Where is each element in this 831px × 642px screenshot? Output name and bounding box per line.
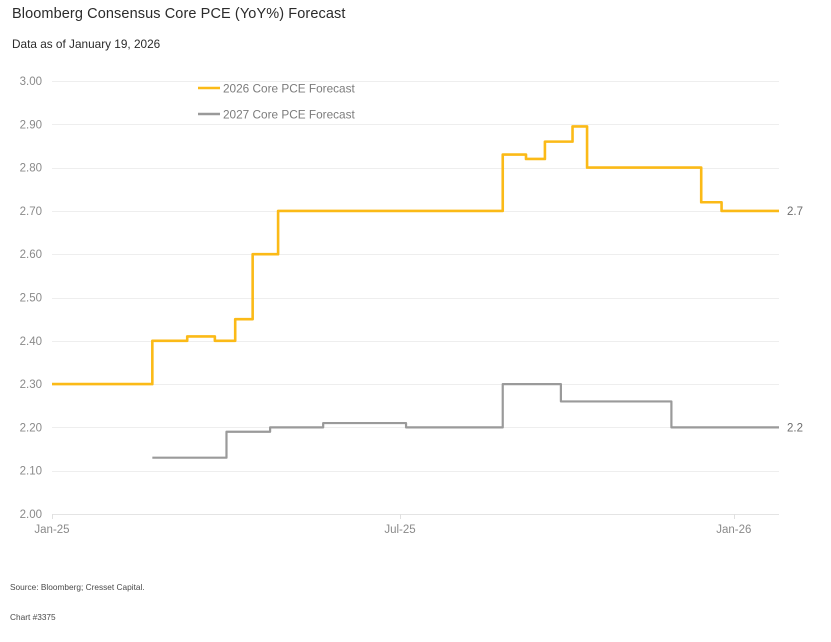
y-axis-tick-labels: 3.00 2.90 2.80 2.70 2.60 2.50 2.40 2.30 2.20 2.10… <box>20 76 42 521</box>
series-line-2 <box>152 383 779 459</box>
legend-label[interactable]: 2026 Core PCE Forecast <box>223 82 356 96</box>
y-axis-tick-label: 2.70 <box>20 206 42 218</box>
x-axis-tick-label: Jul-25 <box>384 524 415 536</box>
y-axis-tick-label: 2.00 <box>20 509 42 521</box>
x-axis-tick-labels: Jan-25 Jul-25 Jan-26 <box>34 524 751 536</box>
y-axis-tick-label: 2.90 <box>20 119 42 131</box>
chart-legend: 2026 Core PCE Forecast 2027 Core PCE Fore… <box>198 82 356 122</box>
y-axis-tick-label: 2.80 <box>20 163 42 175</box>
chart-footer: Source: Bloomberg; Cresset Capital. Char… <box>10 562 145 642</box>
chart-number: Chart #3375 <box>10 612 56 622</box>
gridlines-group <box>52 81 779 515</box>
series-line-1 <box>52 125 779 386</box>
x-axis-tick-label: Jan-26 <box>716 524 751 536</box>
y-axis-tick-label: 2.60 <box>20 249 42 261</box>
series-end-labels: 2.7 2.2 <box>787 206 803 435</box>
y-axis-tick-label: 2.10 <box>20 466 42 478</box>
series-end-label: 2.2 <box>787 422 803 434</box>
legend-label[interactable]: 2027 Core PCE Forecast <box>223 108 356 122</box>
chart-container: Bloomberg Consensus Core PCE (YoY%) Fore… <box>10 6 803 622</box>
page-title: Bloomberg Consensus Core PCE (YoY%) Fore… <box>12 6 346 22</box>
y-axis-tick-label: 2.50 <box>20 293 42 305</box>
x-axis-line <box>52 514 779 519</box>
y-axis-tick-label: 2.40 <box>20 336 42 348</box>
series-group <box>52 125 779 459</box>
y-axis-tick-label: 2.30 <box>20 379 42 391</box>
y-axis-tick-label: 3.00 <box>20 76 42 88</box>
chart-subtitle: Data as of January 19, 2026 <box>12 37 161 51</box>
series-end-label: 2.7 <box>787 206 803 218</box>
line-chart-svg: 3.00 2.90 2.80 2.70 2.60 2.50 2.40 2.30 2.20 2.10… <box>20 76 803 536</box>
source-note: Source: Bloomberg; Cresset Capital. <box>10 582 145 592</box>
y-axis-tick-label: 2.20 <box>20 422 42 434</box>
x-axis-tick-label: Jan-25 <box>34 524 69 536</box>
